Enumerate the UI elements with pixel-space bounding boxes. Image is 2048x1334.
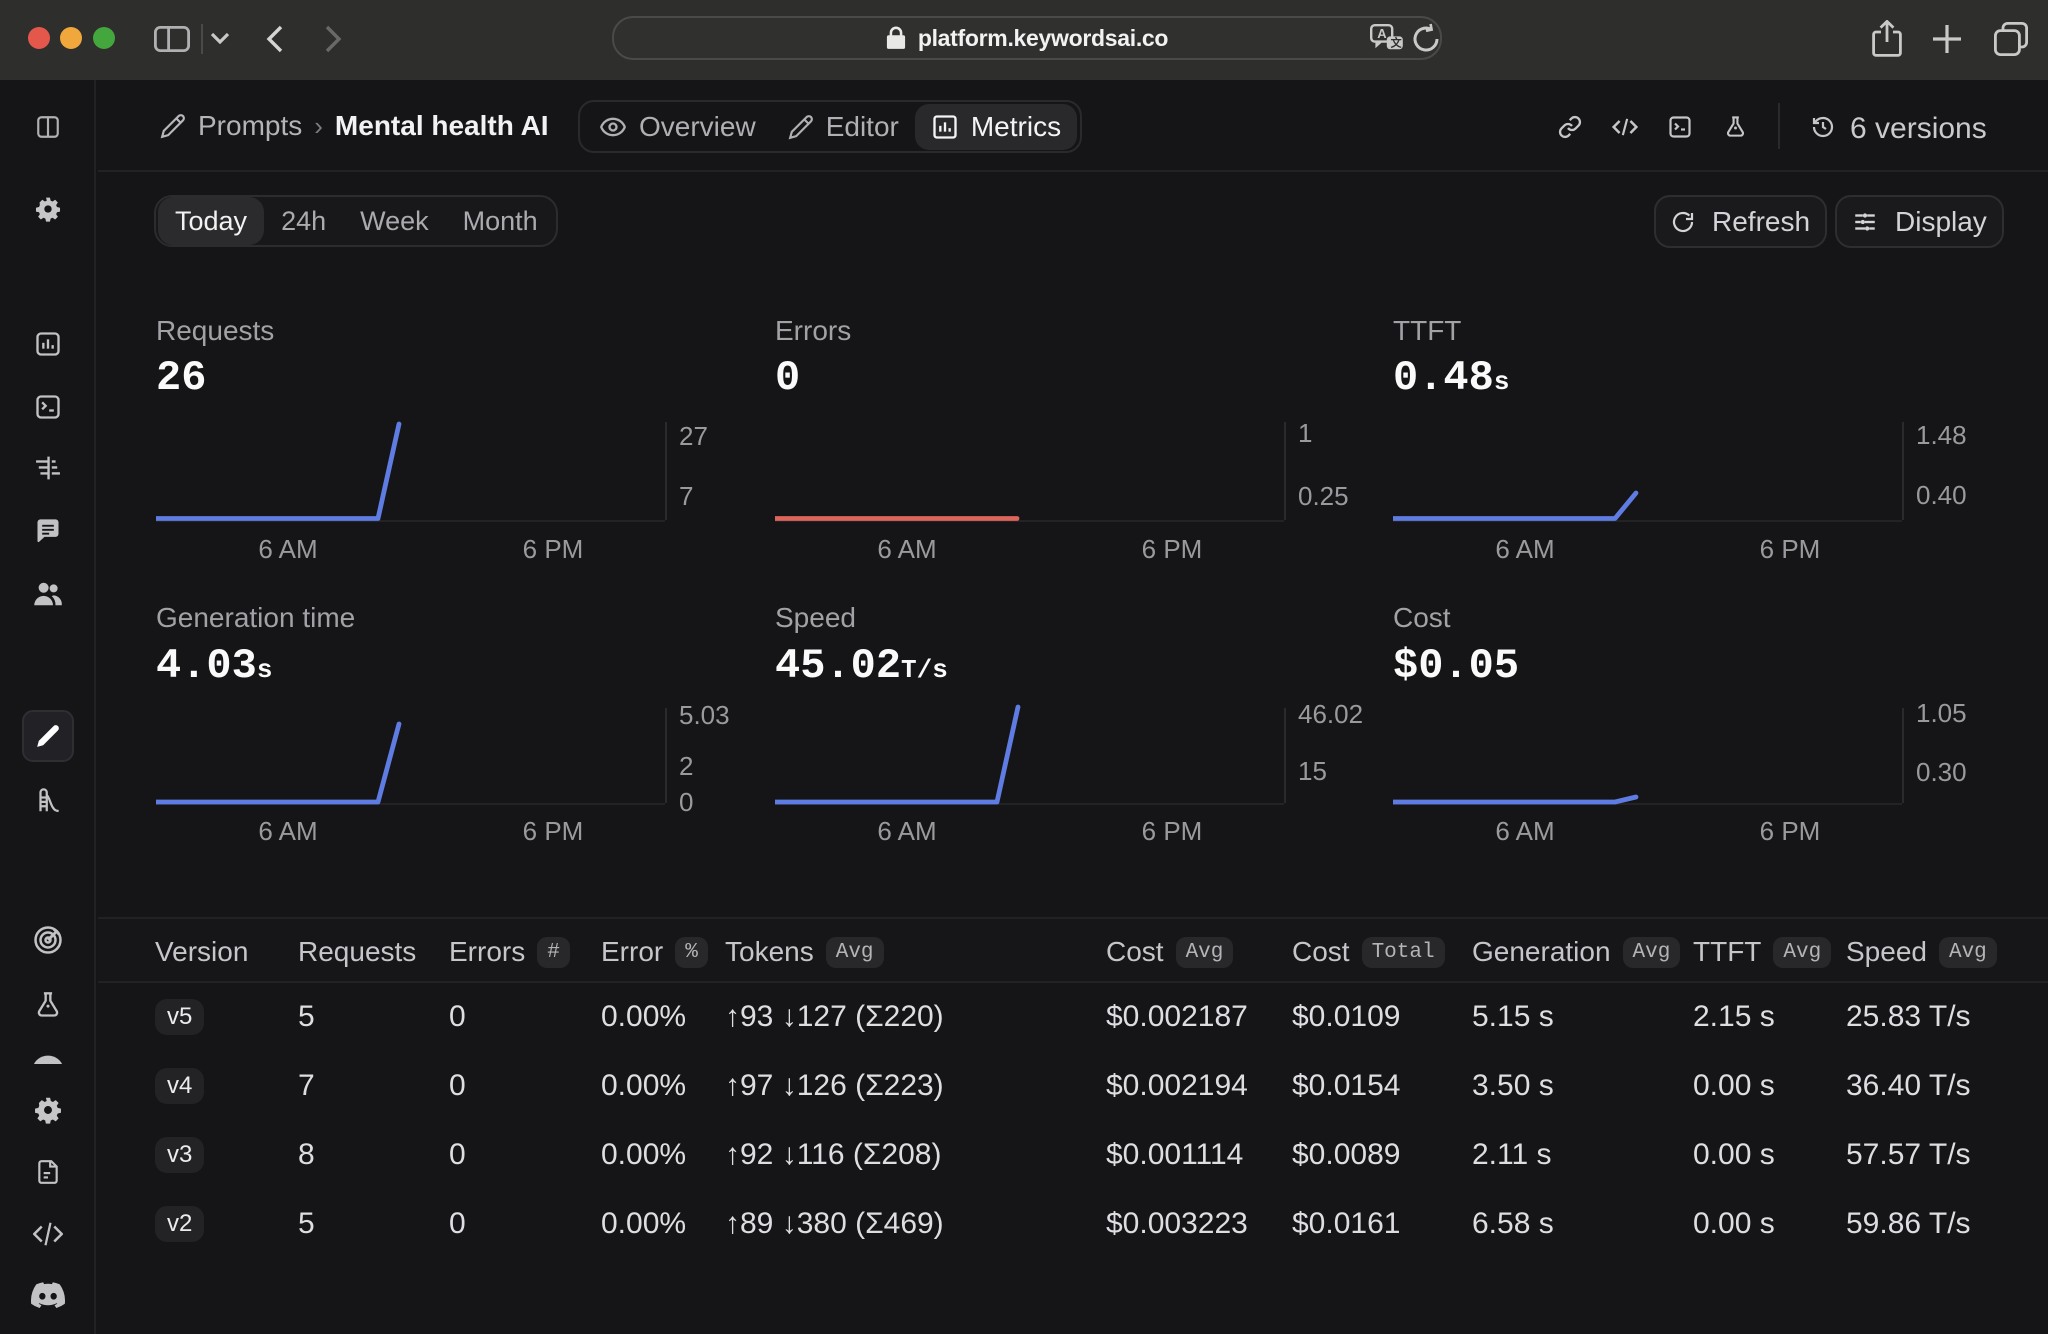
svg-text:文: 文 [1391,36,1403,50]
svg-text:A: A [1377,26,1387,41]
